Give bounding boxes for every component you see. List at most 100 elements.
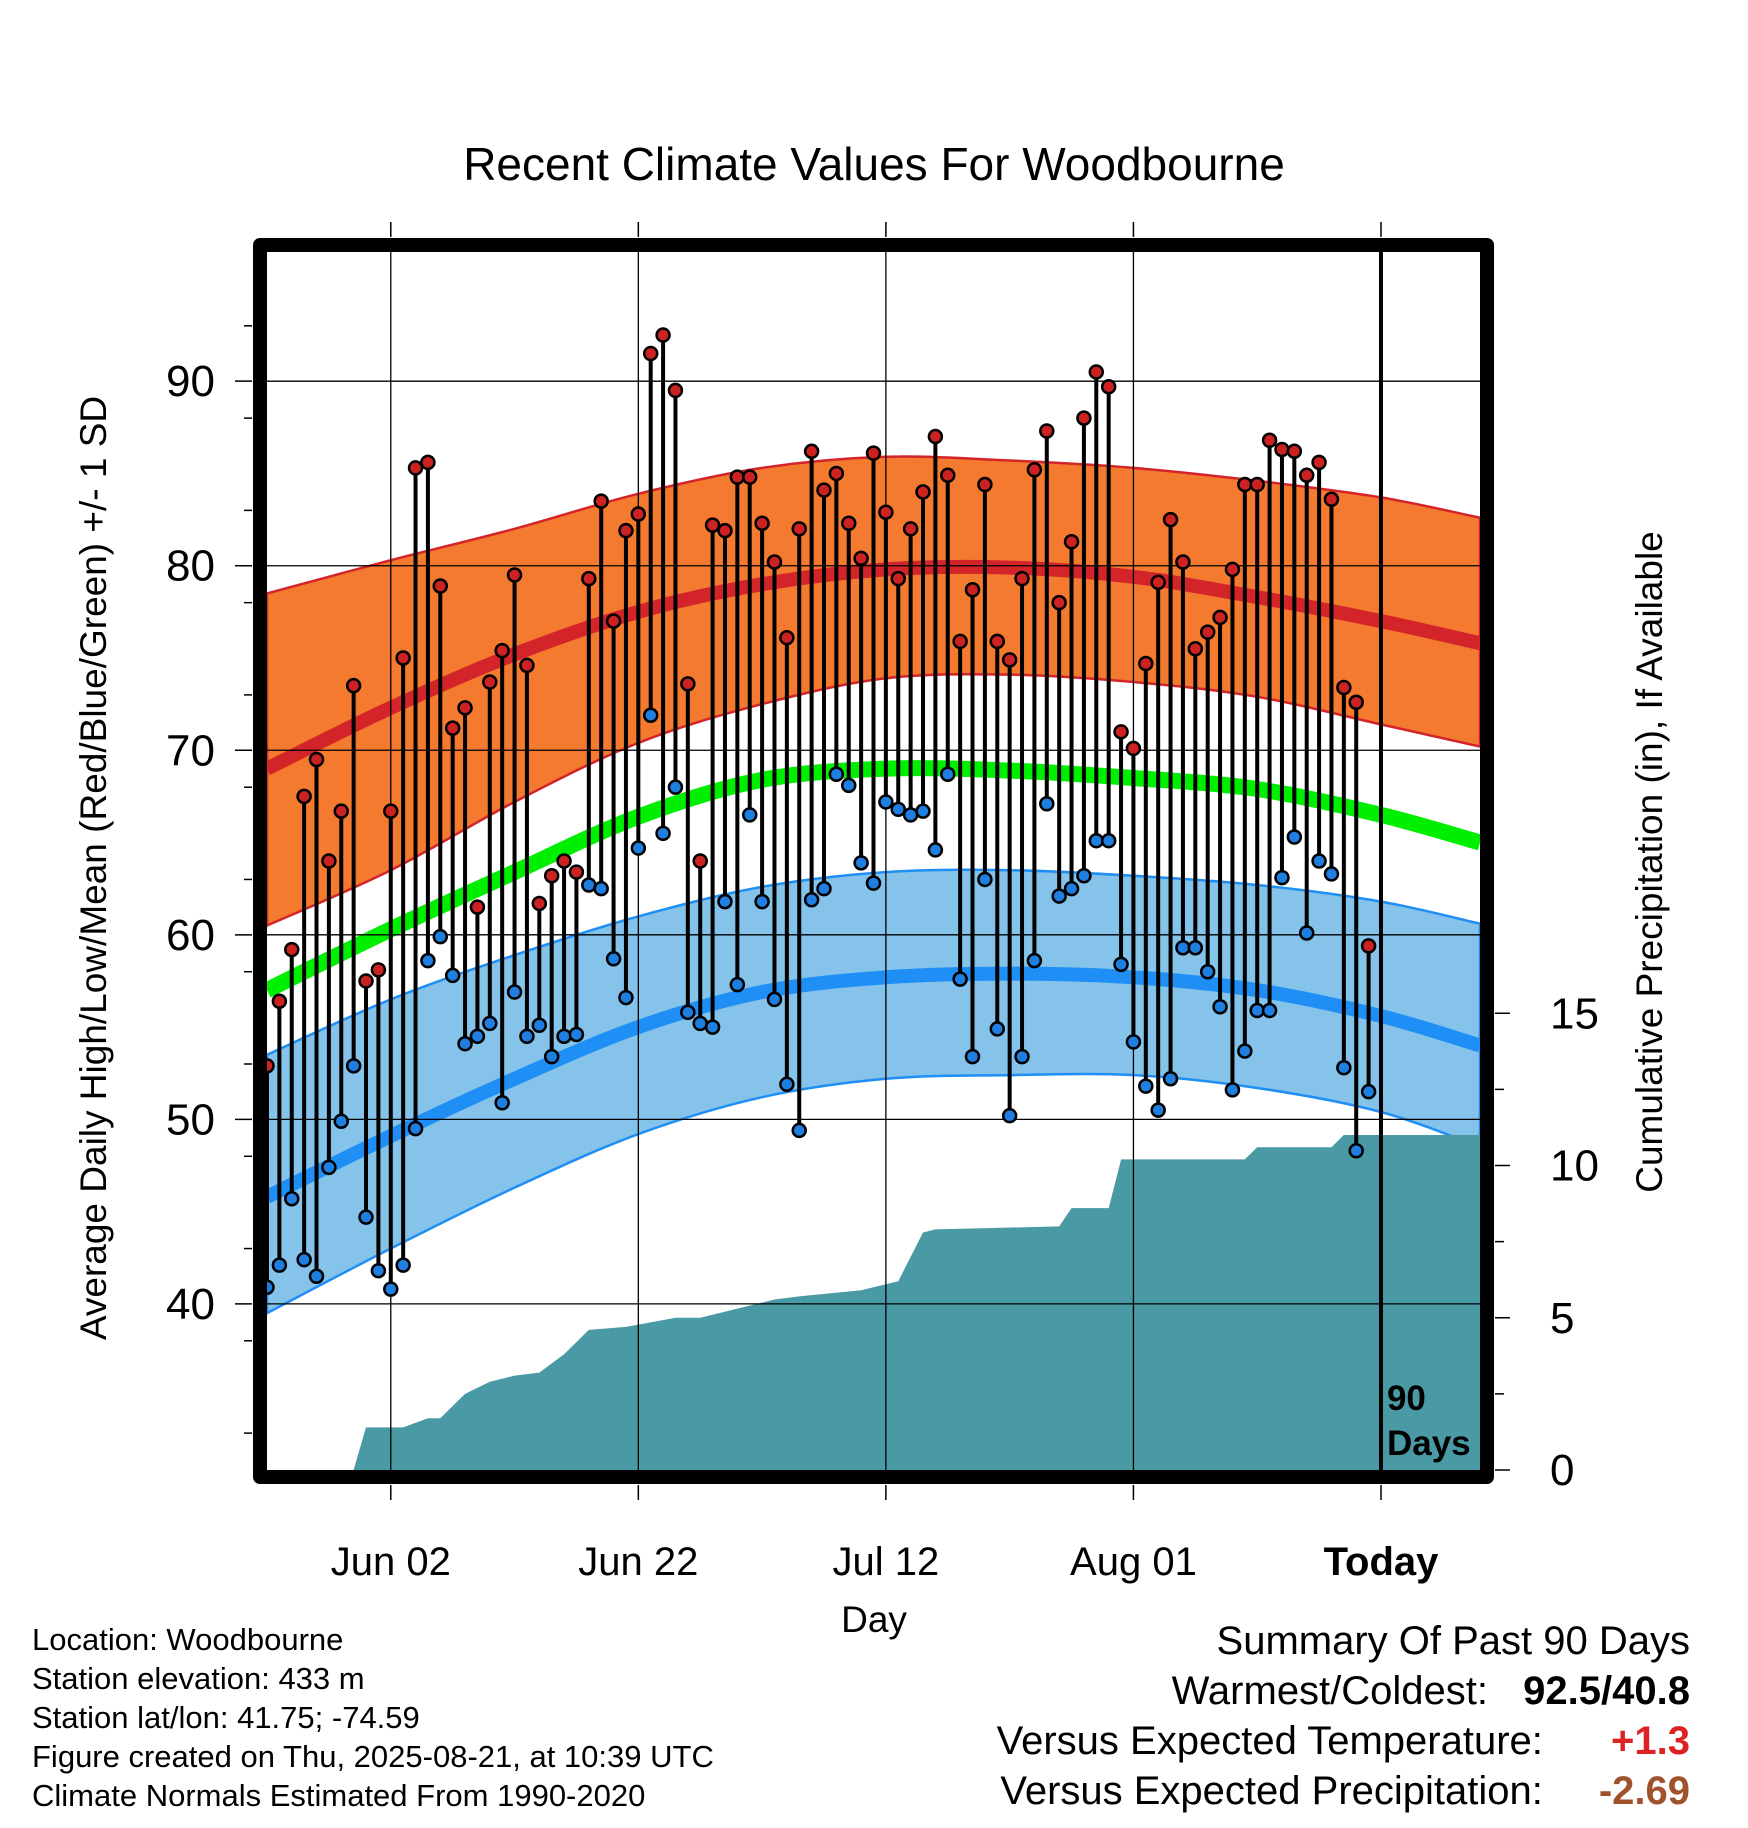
high-temp-point	[766, 554, 783, 570]
y-axis-label: Average Daily High/Low/Mean (Red/Blue/Gr…	[73, 396, 114, 1340]
high-temp-point	[642, 345, 659, 362]
low-temp-point	[630, 840, 647, 856]
low-temp-point	[1336, 1059, 1352, 1076]
low-temp-point	[519, 1028, 535, 1045]
high-temp-point	[333, 803, 350, 819]
low-temp-point	[779, 1076, 795, 1093]
high-temp-point	[519, 657, 535, 674]
high-temp-point	[989, 633, 1006, 650]
low-temp-point	[865, 875, 882, 891]
high-temp-point	[1001, 652, 1018, 668]
low-temp-point	[1348, 1142, 1364, 1159]
y-tick-label: 80	[166, 542, 215, 591]
high-temp-point	[890, 570, 907, 587]
high-temp-point	[1088, 364, 1105, 380]
high-temp-point	[1311, 454, 1327, 471]
high-temp-point	[605, 613, 622, 629]
high-temp-point	[1199, 624, 1216, 640]
high-temp-point	[865, 445, 882, 461]
low-temp-point	[1051, 888, 1067, 904]
low-temp-point	[692, 1015, 708, 1032]
high-temp-point	[308, 751, 325, 768]
high-temp-point	[1237, 476, 1253, 493]
low-temp-point	[754, 893, 770, 910]
high-temp-point	[482, 674, 498, 690]
low-temp-point	[1039, 796, 1055, 812]
precip-anomaly-value: -2.69	[1598, 1769, 1690, 1813]
high-temp-point	[754, 515, 770, 532]
low-temp-point	[482, 1015, 498, 1032]
low-temp-point	[284, 1190, 300, 1207]
normals-text: Climate Normals Estimated From 1990-2020	[32, 1778, 646, 1813]
high-temp-point	[1187, 641, 1204, 657]
temp-anomaly-label: Versus Expected Temperature:	[996, 1719, 1543, 1763]
y-tick-label: 40	[166, 1280, 215, 1329]
high-temp-point	[284, 941, 300, 958]
created-text: Figure created on Thu, 2025-08-21, at 10…	[32, 1739, 714, 1774]
high-temp-point	[271, 993, 288, 1010]
plot-frame	[253, 238, 1494, 1484]
low-temp-point	[605, 951, 622, 967]
y2-axis-label: Cumulative Precipitation (in), If Availa…	[1629, 531, 1670, 1193]
low-temp-point	[1175, 939, 1191, 956]
high-temp-point	[469, 899, 486, 915]
high-temp-point	[1224, 561, 1241, 578]
y2-tick-label: 0	[1550, 1446, 1574, 1495]
high-temp-point	[383, 803, 399, 819]
high-temp-point	[1150, 574, 1166, 591]
warmest-value: 92.5	[1523, 1669, 1602, 1713]
y-tick-label: 70	[166, 726, 215, 775]
low-temp-point	[1162, 1071, 1179, 1087]
low-temp-point	[989, 1021, 1006, 1037]
high-temp-point	[1138, 655, 1154, 672]
low-temp-point	[395, 1257, 411, 1273]
low-temp-point	[667, 779, 684, 795]
low-temp-point	[655, 825, 671, 842]
y2-tick-label: 10	[1550, 1142, 1599, 1191]
low-temp-point	[581, 877, 597, 893]
low-temp-point	[1323, 866, 1340, 882]
coldest-value: 40.8	[1612, 1669, 1690, 1713]
high-temp-point	[395, 650, 411, 666]
low-temp-point	[878, 794, 894, 810]
high-temp-point	[828, 465, 845, 482]
high-temp-point	[1051, 594, 1067, 611]
high-temp-point	[791, 521, 807, 537]
high-temp-point	[779, 629, 795, 646]
latlon-text: Station lat/lon: 41.75; -74.59	[32, 1700, 420, 1735]
low-temp-point	[345, 1058, 362, 1074]
precip-area	[267, 1135, 1480, 1470]
high-temp-point	[902, 521, 919, 537]
low-temp-point	[432, 928, 449, 945]
low-temp-point	[618, 989, 634, 1006]
low-temp-point	[803, 892, 820, 908]
low-temp-point	[457, 1035, 473, 1052]
high-temp-point	[1014, 570, 1030, 587]
today-days-label: 90	[1387, 1379, 1426, 1418]
low-temp-point	[420, 952, 436, 969]
low-temp-point	[556, 1028, 572, 1045]
x-tick-label: Jun 02	[331, 1540, 451, 1584]
low-temp-point	[469, 1028, 486, 1045]
plot-border	[253, 238, 1494, 1484]
low-temp-point	[1088, 832, 1105, 849]
high-temp-point	[1298, 467, 1315, 484]
high-temp-point	[432, 578, 449, 594]
y-tick-label: 50	[166, 1095, 215, 1144]
low-temp-point	[1014, 1048, 1030, 1065]
high-temp-point	[655, 327, 671, 343]
low-temp-point	[1150, 1102, 1166, 1118]
temperature-dots	[259, 327, 1377, 1297]
high-temp-point	[1212, 609, 1228, 626]
high-temp-point	[630, 506, 647, 522]
low-temp-point	[717, 893, 733, 910]
low-temp-point	[358, 1209, 374, 1225]
low-temp-point	[816, 880, 832, 897]
chart-title: Recent Climate Values For Woodbourne	[463, 138, 1285, 190]
low-temp-point	[370, 1262, 387, 1279]
low-temp-point	[568, 1026, 585, 1043]
high-temp-point	[1076, 410, 1092, 426]
high-temp-point	[581, 570, 597, 587]
high-temp-point	[816, 482, 832, 498]
